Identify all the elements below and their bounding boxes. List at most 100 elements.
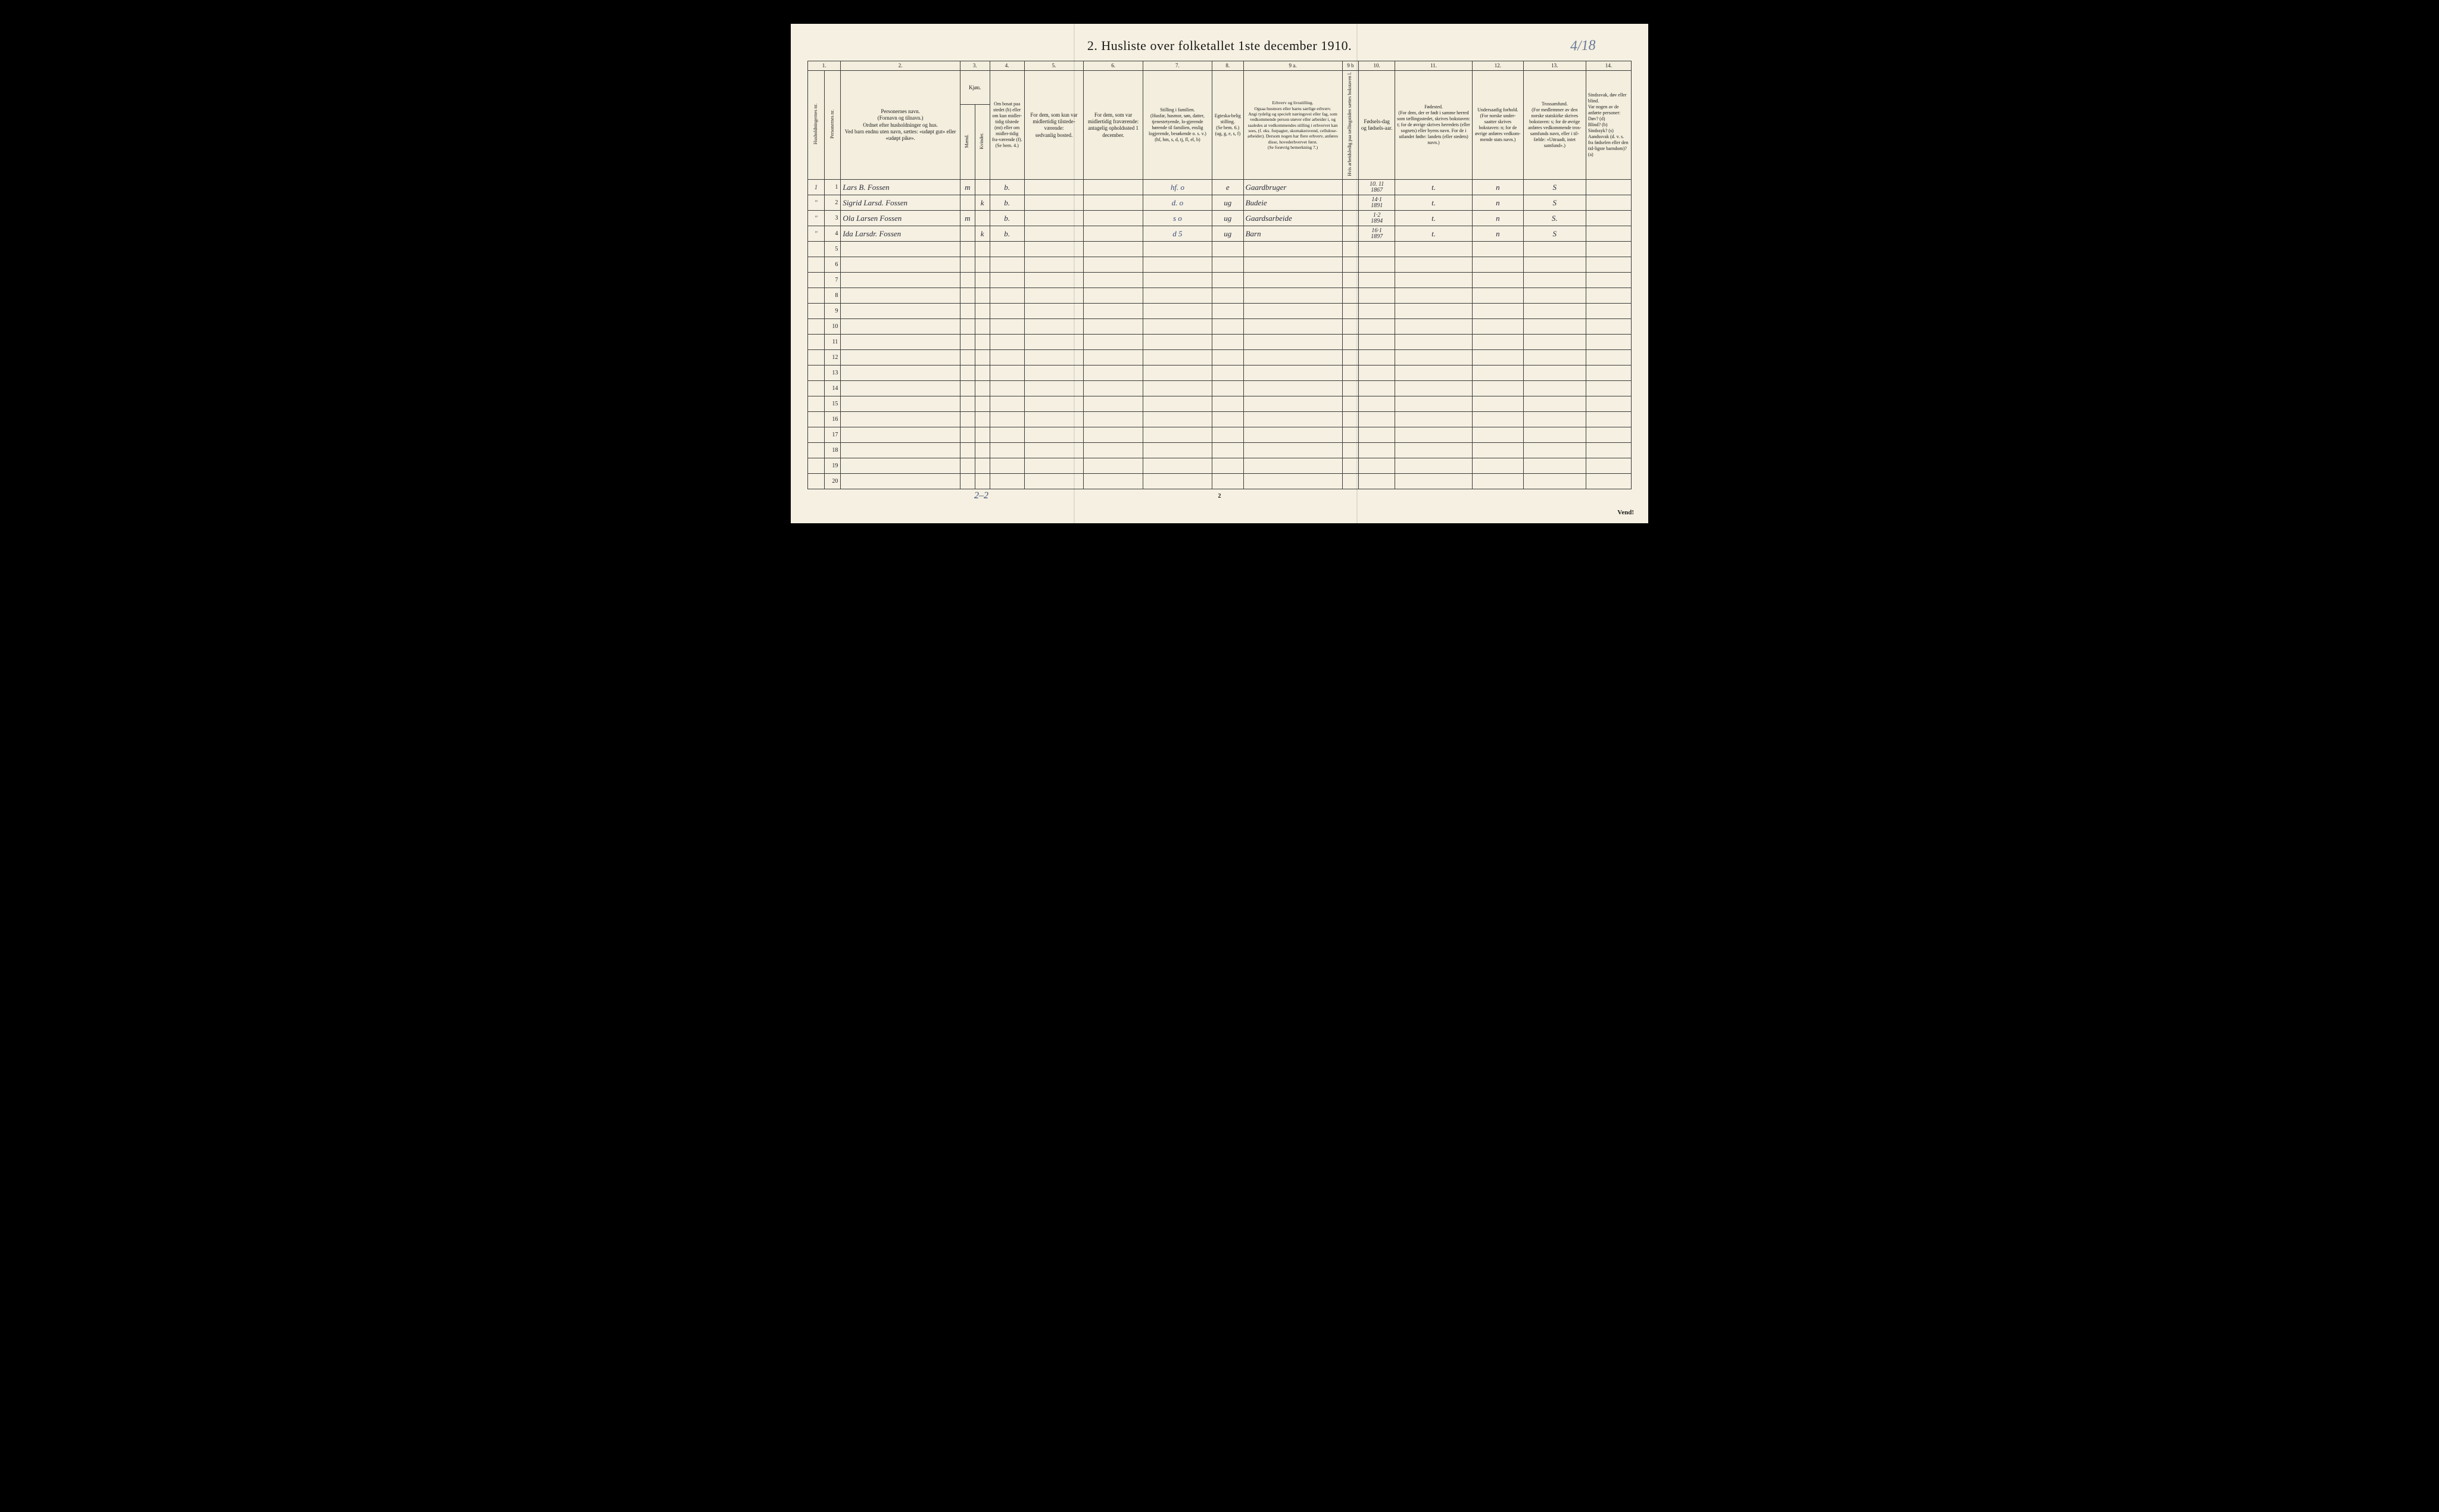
cell xyxy=(841,257,960,273)
cell: " xyxy=(808,226,825,242)
cell xyxy=(1084,257,1143,273)
cell: t. xyxy=(1395,195,1473,211)
cell xyxy=(1359,319,1395,335)
cell xyxy=(1084,412,1143,427)
colnum: 9 a. xyxy=(1243,61,1342,71)
cell xyxy=(1523,273,1586,288)
cell xyxy=(1084,458,1143,474)
cell xyxy=(960,304,975,319)
cell xyxy=(1395,335,1473,350)
cell xyxy=(841,381,960,396)
cell xyxy=(1212,381,1244,396)
colnum: 2. xyxy=(841,61,960,71)
cell: k xyxy=(975,195,990,211)
vend-label: Vend! xyxy=(1617,509,1634,516)
cell xyxy=(1395,288,1473,304)
cell xyxy=(975,180,990,195)
cell xyxy=(808,242,825,257)
cell xyxy=(975,474,990,489)
cell xyxy=(1212,427,1244,443)
cell xyxy=(1359,396,1395,412)
cell xyxy=(1359,242,1395,257)
cell: " xyxy=(808,211,825,226)
cell xyxy=(1084,288,1143,304)
cell xyxy=(841,412,960,427)
cell xyxy=(808,412,825,427)
cell xyxy=(975,350,990,365)
cell: t. xyxy=(1395,180,1473,195)
page-title: 2. Husliste over folketallet 1ste decemb… xyxy=(1087,38,1352,53)
cell xyxy=(1395,412,1473,427)
cell xyxy=(808,458,825,474)
cell: Gaardbruger xyxy=(1243,180,1342,195)
census-page: 2. Husliste over folketallet 1ste decemb… xyxy=(791,24,1648,523)
cell xyxy=(1243,443,1342,458)
table-row: 16 xyxy=(808,412,1632,427)
colnum: 11. xyxy=(1395,61,1473,71)
cell xyxy=(1395,458,1473,474)
colnum: 14. xyxy=(1586,61,1631,71)
cell xyxy=(1143,319,1212,335)
cell xyxy=(1084,335,1143,350)
cell: 1·2 1894 xyxy=(1359,211,1395,226)
table-row: "3Ola Larsen Fossenmb.s ougGaardsarbeide… xyxy=(808,211,1632,226)
cell xyxy=(960,335,975,350)
cell xyxy=(975,396,990,412)
cell: Budeie xyxy=(1243,195,1342,211)
cell xyxy=(808,304,825,319)
cell xyxy=(1395,304,1473,319)
cell xyxy=(1084,242,1143,257)
cell xyxy=(1143,365,1212,381)
table-row: 12 xyxy=(808,350,1632,365)
cell xyxy=(990,273,1024,288)
cell xyxy=(1523,319,1586,335)
cell xyxy=(808,381,825,396)
cell xyxy=(808,288,825,304)
cell xyxy=(1243,412,1342,427)
cell: S xyxy=(1523,226,1586,242)
cell xyxy=(1084,195,1143,211)
cell xyxy=(975,381,990,396)
cell: hf. o xyxy=(1143,180,1212,195)
cell: d 5 xyxy=(1143,226,1212,242)
cell xyxy=(1395,427,1473,443)
cell xyxy=(1143,412,1212,427)
cell: 14 xyxy=(824,381,841,396)
table-header: 1. 2. 3. 4. 5. 6. 7. 8. 9 a. 9 b 10. 11.… xyxy=(808,61,1632,180)
cell xyxy=(1586,304,1631,319)
hdr-13: Trossamfund. (For medlemmer av den norsk… xyxy=(1523,71,1586,180)
cell: b. xyxy=(990,211,1024,226)
cell xyxy=(1473,412,1524,427)
cell xyxy=(1084,474,1143,489)
cell xyxy=(1143,350,1212,365)
cell xyxy=(960,443,975,458)
table-body: 11Lars B. Fossenmb.hf. oeGaardbruger10. … xyxy=(808,180,1632,489)
cell xyxy=(960,365,975,381)
cell xyxy=(1243,474,1342,489)
cell xyxy=(1473,381,1524,396)
hdr-presence: Om bosat paa stedet (b) eller om kun mid… xyxy=(990,71,1024,180)
cell xyxy=(990,412,1024,427)
colnum: 1. xyxy=(808,61,841,71)
cell: 17 xyxy=(824,427,841,443)
cell xyxy=(1143,273,1212,288)
cell: 12 xyxy=(824,350,841,365)
cell xyxy=(1084,304,1143,319)
fold-crease xyxy=(1074,24,1075,523)
cell xyxy=(1395,350,1473,365)
header-row: Husholdningernes nr. Personernes nr. Per… xyxy=(808,71,1632,105)
cell: 20 xyxy=(824,474,841,489)
cell xyxy=(1473,288,1524,304)
cell: Ida Larsdr. Fossen xyxy=(841,226,960,242)
cell: Gaardsarbeide xyxy=(1243,211,1342,226)
cell xyxy=(990,396,1024,412)
cell xyxy=(1084,350,1143,365)
cell xyxy=(1243,335,1342,350)
cell xyxy=(960,288,975,304)
cell xyxy=(1473,427,1524,443)
cell xyxy=(841,350,960,365)
cell xyxy=(1084,211,1143,226)
cell: s o xyxy=(1143,211,1212,226)
cell xyxy=(1212,288,1244,304)
cell xyxy=(1243,242,1342,257)
